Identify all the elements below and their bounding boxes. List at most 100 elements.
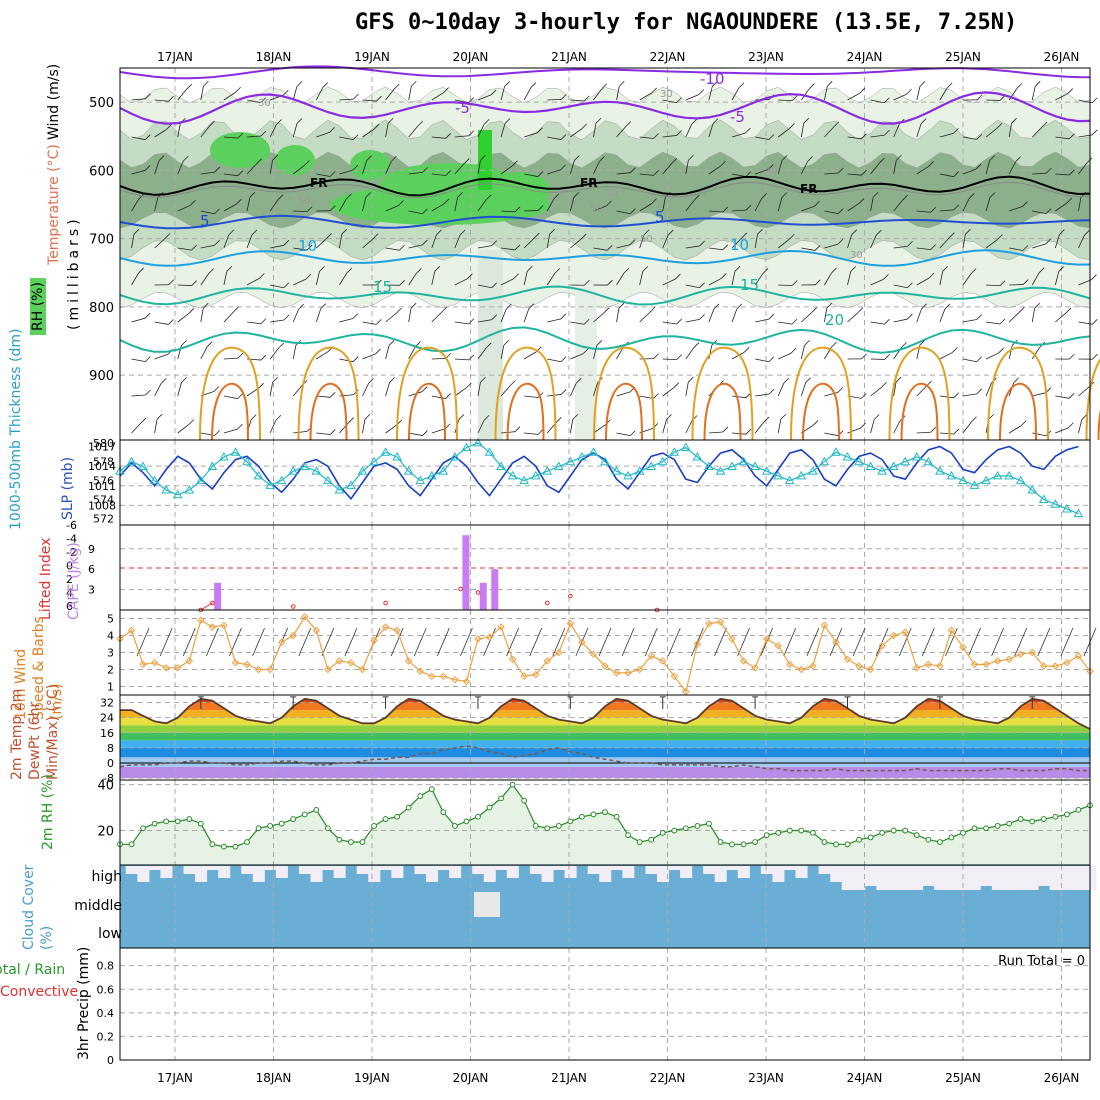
wind-barb — [1008, 345, 1013, 360]
wind-barb — [293, 430, 308, 434]
wind-barb-flag — [556, 417, 562, 423]
wind-barb-flag — [396, 307, 402, 314]
li-tick: 2 — [66, 573, 73, 586]
wind-barb-flag — [304, 160, 310, 166]
rh2m-point — [394, 813, 401, 820]
wind-barb — [547, 358, 562, 363]
cloud-high-gap — [887, 866, 900, 890]
wind-barb — [755, 136, 769, 140]
temp-stripe — [120, 698, 1090, 703]
wind10m-marker — [993, 657, 1002, 665]
contour-25-lobe — [888, 346, 951, 441]
wind-barb — [593, 161, 600, 175]
wind10m-marker — [1063, 658, 1071, 667]
thickness-marker — [831, 447, 841, 456]
wind-barb — [500, 123, 506, 138]
wind-barb — [131, 170, 146, 175]
wind-barb-flag — [884, 97, 890, 104]
wind10m-marker — [347, 658, 355, 667]
wind-barb — [154, 321, 169, 325]
wind-barb — [731, 271, 736, 286]
precip-tick: 0.4 — [97, 1007, 115, 1020]
wind-barb-flag — [483, 119, 490, 125]
thickness-marker — [577, 451, 587, 461]
slp-tick: 1014 — [88, 460, 116, 473]
wind-barb-flag — [745, 204, 752, 211]
wind-barb-flag — [387, 117, 394, 124]
wind10m-marker — [1074, 652, 1083, 660]
wind-barb — [223, 271, 228, 286]
thickness-marker — [438, 466, 449, 475]
wind-barb-flag — [575, 377, 582, 384]
wind-barb-flag — [1020, 420, 1027, 427]
wind10m-marker — [705, 619, 713, 628]
wind-barb — [1031, 308, 1036, 323]
wind-barb-flag — [260, 130, 267, 137]
date-label-top: 24JAN — [847, 50, 883, 64]
contour-label: 30 — [605, 188, 618, 199]
wind-barb — [223, 357, 238, 360]
wind-barb-flag — [761, 193, 767, 199]
cloud-high-gap — [241, 866, 254, 874]
wind10m-marker — [832, 638, 840, 647]
wind-barb-flag — [388, 340, 395, 346]
date-label-top: 20JAN — [453, 50, 489, 64]
cloud-high-gap — [1061, 866, 1074, 890]
wind-barb — [569, 160, 575, 175]
wind-barb-flag — [486, 194, 492, 201]
rh2m-point — [867, 834, 874, 841]
wind-barb-flag — [554, 267, 561, 274]
wind-barb-flag — [671, 158, 678, 164]
pressure-tick: 700 — [89, 233, 114, 248]
thickness-tick: 572 — [93, 512, 114, 525]
wind-barb — [547, 136, 562, 140]
wind-barb-flag — [560, 94, 567, 100]
precip-axis-label: 3hr Precip (mm) — [76, 946, 92, 1060]
rh2m-point — [278, 820, 285, 827]
cloud-high-gap — [772, 866, 785, 882]
wind-barb-flag — [879, 157, 885, 164]
thickness-marker — [553, 461, 564, 470]
wind-barb-flag — [970, 268, 977, 274]
wind-barb — [801, 205, 815, 212]
date-label-top: 23JAN — [748, 50, 784, 64]
thickness-marker — [865, 461, 876, 470]
wind-barb-flag — [514, 206, 521, 213]
thickness-marker — [184, 485, 195, 494]
cape-bar — [214, 582, 222, 610]
rh2m-point — [717, 839, 724, 845]
wind-barb-flag — [537, 171, 544, 177]
wind-barb — [870, 197, 874, 212]
wind-barb-flag — [1058, 266, 1065, 272]
cloud-row-label: low — [98, 926, 122, 942]
wind10m-marker — [139, 660, 147, 669]
wind-barb-flag — [235, 86, 241, 93]
wind-barb-flag — [953, 204, 960, 211]
wind-barb-flag — [1069, 353, 1075, 360]
wind-barb — [362, 99, 377, 102]
contour-30-lobe — [309, 382, 348, 441]
wind-barb — [431, 203, 445, 212]
contour-30-lobe — [211, 382, 249, 441]
wind-barb — [408, 171, 423, 175]
wind10m-marker — [185, 657, 193, 665]
wind-barb-flag — [283, 282, 290, 289]
wind-barb — [477, 347, 487, 360]
temp-stripe — [120, 757, 1090, 767]
wind-barb — [408, 86, 412, 101]
contour-30-lobe — [506, 382, 545, 441]
wind10m-marker — [659, 657, 667, 665]
rh2m-point — [994, 823, 1001, 829]
wind-barb-flag — [676, 130, 682, 136]
wind10m-marker — [947, 626, 956, 635]
wind-barb — [800, 161, 808, 175]
wind-barb-flag — [168, 279, 174, 286]
wind-barb — [962, 168, 977, 175]
wind-barb — [477, 245, 492, 249]
wind-barb-flag — [560, 313, 567, 320]
thickness-marker — [727, 461, 737, 470]
cloud-high-gap — [529, 866, 542, 874]
wind-barb — [1032, 392, 1046, 397]
wind-barb-flag — [203, 80, 209, 87]
wind-barb — [316, 432, 331, 435]
